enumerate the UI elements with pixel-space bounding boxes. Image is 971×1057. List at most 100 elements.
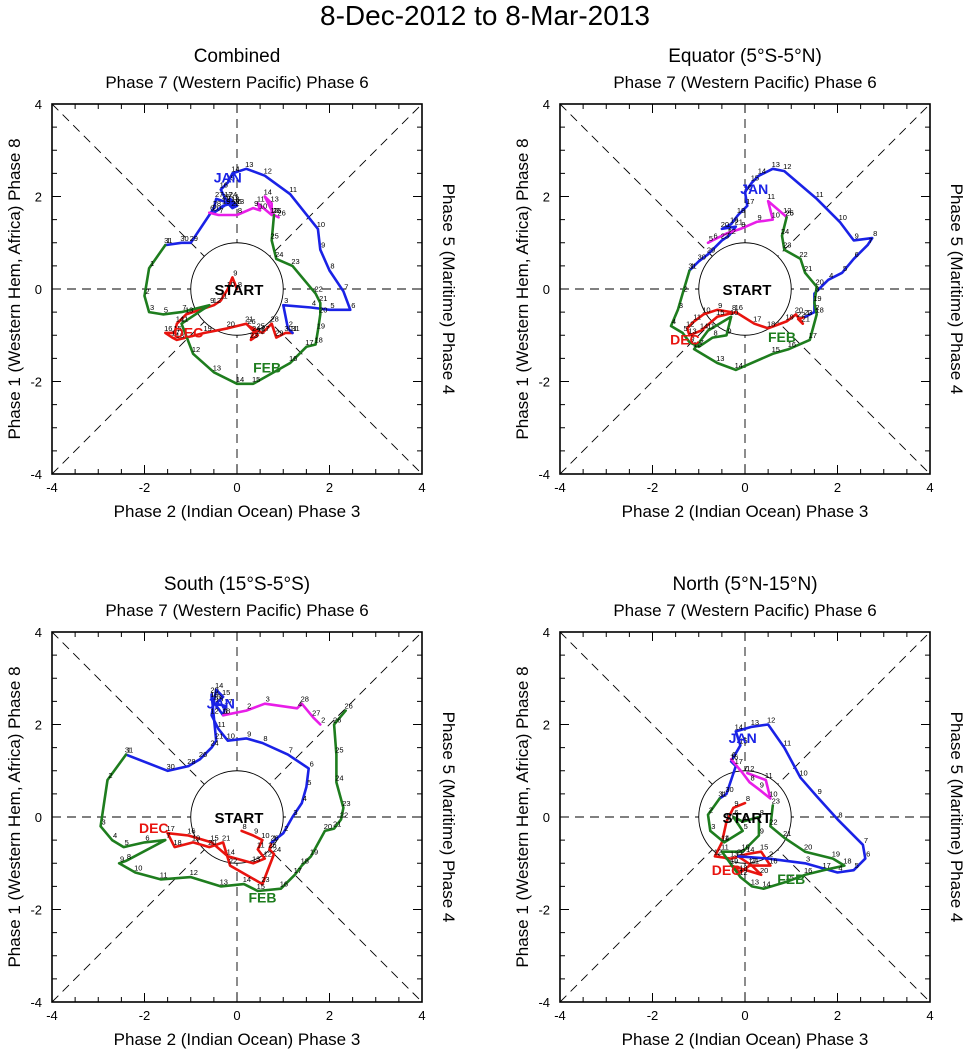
day-point-label: 28: [187, 757, 195, 766]
day-point-label: 10: [317, 220, 325, 229]
day-point-label: 23: [261, 875, 269, 884]
y-tick-label: -4: [538, 467, 550, 482]
day-point-label: 17: [753, 315, 761, 324]
month-label-jan: JAN: [214, 170, 242, 186]
day-point-label: 28: [213, 199, 221, 208]
day-point-label: 13: [213, 692, 221, 701]
day-point-label: 22: [728, 227, 736, 236]
y-tick-label: 0: [35, 810, 42, 825]
day-point-label: 1: [720, 790, 724, 799]
day-point-label: 27: [261, 324, 269, 333]
month-label-jan: JAN: [207, 695, 235, 711]
series-line-jan2: [208, 195, 280, 219]
day-point-label: 5: [744, 822, 748, 831]
day-point-label: 9: [254, 827, 258, 836]
day-point-label: 21: [783, 829, 791, 838]
day-point-label: 1: [150, 259, 154, 268]
day-point-label: 10: [227, 280, 235, 289]
day-point-label: 9: [247, 729, 251, 738]
day-point-label: 12: [190, 868, 198, 877]
day-point-label: 17: [294, 866, 302, 875]
day-point-label: 12: [264, 167, 272, 176]
start-label: START: [723, 282, 772, 299]
day-point-label: 17: [809, 331, 817, 340]
day-point-label: 30: [725, 785, 733, 794]
day-point-label: 2: [321, 716, 325, 725]
day-point-label: 29: [275, 329, 283, 338]
day-point-label: 26: [271, 833, 279, 842]
series-line-dec: [685, 308, 807, 337]
day-point-label: 14: [243, 875, 251, 884]
day-point-label: 11: [816, 190, 824, 199]
x-tick-label: -4: [554, 480, 566, 495]
day-point-label: 22: [314, 285, 322, 294]
day-point-label: 15: [227, 174, 235, 183]
day-point-label: 20: [213, 204, 221, 213]
day-point-label: 2: [769, 850, 773, 859]
day-point-label: 22: [737, 847, 745, 856]
panel-title: South (15°S-5°S): [164, 574, 310, 595]
day-point-label: 3: [284, 296, 288, 305]
day-point-label: 9: [718, 301, 722, 310]
day-point-label: 19: [730, 215, 738, 224]
day-point-label: 15: [173, 324, 181, 333]
start-label: START: [723, 810, 772, 827]
right-axis-label: Phase 5 (Maritime) Phase 4: [947, 712, 966, 923]
day-point-label: 29: [707, 245, 715, 254]
day-point-label: 11: [181, 315, 189, 324]
bottom-axis-label: Phase 2 (Indian Ocean) Phase 3: [114, 502, 361, 521]
left-axis-label: Phase 1 (Western Hem, Africa) Phase 8: [5, 666, 24, 967]
series-line-dec: [166, 829, 276, 886]
day-point-label: 18: [231, 194, 239, 203]
day-point-label: 9: [818, 787, 822, 796]
day-point-label: 18: [816, 305, 824, 314]
day-point-label: 15: [751, 174, 759, 183]
day-point-label: 17: [305, 338, 313, 347]
day-point-label: 5: [843, 264, 847, 273]
day-point-label: 17: [748, 857, 756, 866]
y-tick-label: 2: [35, 718, 42, 733]
day-point-label: 24: [252, 324, 260, 333]
day-point-label: 19: [813, 294, 821, 303]
day-point-label: 27: [312, 709, 320, 718]
x-tick-label: 2: [326, 480, 333, 495]
day-point-label: 17: [746, 197, 754, 206]
y-tick-label: 4: [543, 625, 550, 640]
x-tick-label: 2: [834, 1008, 841, 1023]
day-point-label: 21: [333, 820, 341, 829]
bottom-axis-label: Phase 2 (Indian Ocean) Phase 3: [114, 1030, 361, 1049]
day-point-label: 26: [277, 208, 285, 217]
day-point-label: 7: [868, 236, 872, 245]
series-line-jan2: [729, 757, 772, 800]
day-point-label: 8: [263, 734, 267, 743]
day-point-label: 14: [176, 315, 184, 324]
day-point-label: 5: [125, 838, 129, 847]
day-point-label: 24: [781, 227, 789, 236]
day-point-label: 13: [213, 363, 221, 372]
start-label: START: [215, 810, 264, 827]
day-point-label: 23: [236, 197, 244, 206]
day-point-label: 11: [218, 720, 226, 729]
x-tick-label: 4: [418, 480, 425, 495]
y-tick-label: -2: [538, 375, 550, 390]
day-point-label: 22: [231, 199, 239, 208]
day-point-label: 2: [289, 319, 293, 328]
day-point-label: 8: [238, 280, 242, 289]
day-point-label: 22: [799, 250, 807, 259]
day-point-label: 19: [832, 850, 840, 859]
day-point-label: 11: [289, 185, 297, 194]
day-point-label: 8: [238, 206, 242, 215]
left-axis-label: Phase 1 (Western Hem, Africa) Phase 8: [5, 138, 24, 439]
day-point-label: 15: [716, 308, 724, 317]
day-point-label: 14: [264, 188, 272, 197]
day-point-label: 13: [252, 854, 260, 863]
right-axis-label: Phase 5 (Maritime) Phase 4: [439, 712, 458, 923]
day-point-label: 22: [797, 310, 805, 319]
right-axis-label: Phase 5 (Maritime) Phase 4: [947, 184, 966, 395]
day-point-label: 1: [806, 308, 810, 317]
day-point-label: 22: [229, 857, 237, 866]
day-point-label: 24: [335, 773, 343, 782]
day-point-label: 9: [855, 231, 859, 240]
day-point-label: 29: [190, 234, 198, 243]
